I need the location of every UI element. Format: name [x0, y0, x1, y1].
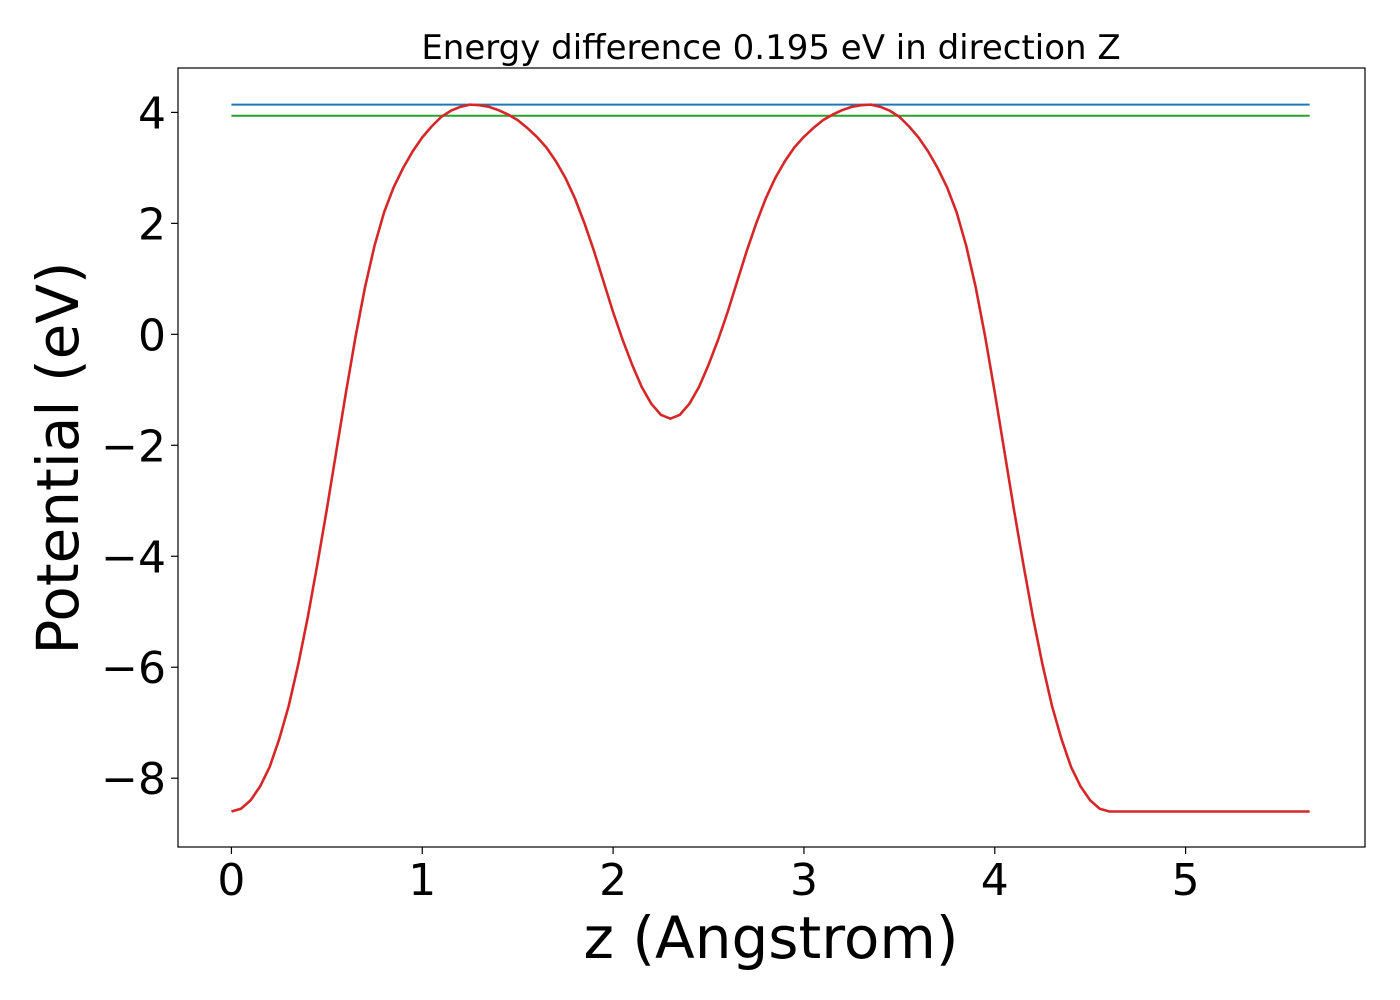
- chart-title: Energy difference 0.195 eV in direction …: [421, 28, 1120, 68]
- y-tick-label: −2: [101, 421, 166, 472]
- series-line-red: [231, 103, 1310, 813]
- x-tick-label: 0: [217, 855, 245, 906]
- y-tick-label: 2: [138, 199, 166, 250]
- x-axis-label: z (Angstrom): [584, 904, 959, 972]
- x-tick-label: 5: [1172, 855, 1200, 906]
- y-axis-ticks: 4 2 0 −2 −4 −6 −8: [101, 88, 178, 805]
- y-tick-label: −6: [101, 643, 166, 694]
- y-tick-label: 0: [138, 310, 166, 361]
- x-tick-label: 3: [790, 855, 818, 906]
- y-axis-label: Potential (eV): [24, 261, 92, 654]
- y-tick-label: −8: [101, 754, 166, 805]
- y-tick-label: −4: [101, 532, 166, 583]
- plot-frame: [177, 67, 1366, 848]
- x-tick-label: 2: [599, 855, 627, 906]
- x-tick-label: 1: [408, 855, 436, 906]
- x-tick-label: 4: [981, 855, 1009, 906]
- x-axis-ticks: 0 1 2 3 4 5: [217, 847, 1200, 906]
- y-tick-label: 4: [138, 88, 166, 139]
- series-layer: [231, 103, 1310, 813]
